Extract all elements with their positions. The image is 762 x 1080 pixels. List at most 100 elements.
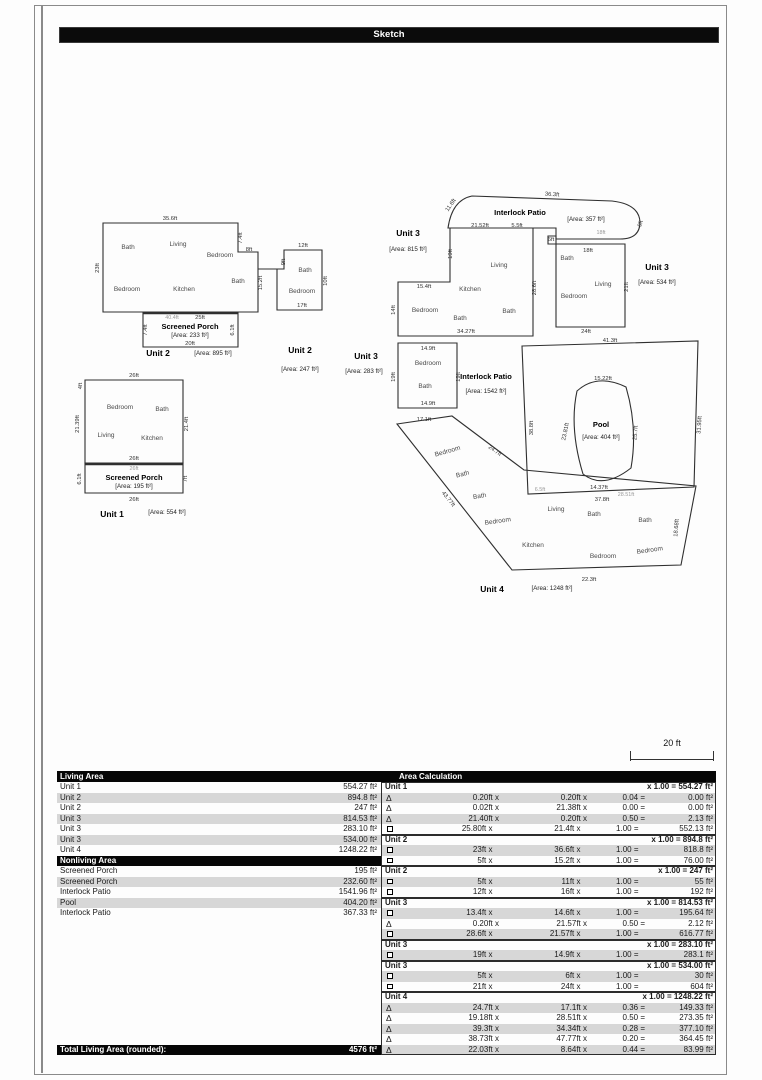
sketch-label: Kitchen — [141, 435, 163, 442]
sketch-label: 21.4ft — [184, 416, 190, 431]
sketch-label: 6.1ft — [230, 324, 236, 336]
sketch-label: Living — [595, 281, 612, 288]
sketch-caption: Unit 3 — [396, 228, 420, 238]
triangle-shape-icon: Δ — [386, 803, 392, 813]
total-living-area-row: Total Living Area (rounded): 4576 ft² — [57, 1044, 381, 1055]
calc-factor: 0.50 = — [622, 1013, 645, 1022]
sketch-label: 14ft — [391, 305, 397, 315]
sketch-label: 24ft — [581, 329, 591, 335]
sketch-label: 6.5ft — [535, 487, 546, 493]
calc-dim2: 15.2ft x — [554, 855, 581, 865]
calc-dim1: 23ft x — [472, 845, 493, 854]
calc-dim1: 19.18ft x — [468, 1013, 499, 1022]
sketch-label: Bedroom — [590, 553, 616, 560]
area-value: 367.33 ft² — [343, 908, 377, 917]
calc-dim1: 39.3ft x — [472, 1023, 499, 1033]
calc-group: Unit 2 x 1.00 = 894.8 ft² 23ft x 36.6ft x 1.… — [381, 834, 716, 867]
sketch-label: 43.77ft — [440, 491, 456, 509]
area-value: 247 ft² — [354, 803, 377, 812]
calc-dim2: 8.64ft x — [560, 1044, 587, 1054]
area-value: 283.10 ft² — [343, 824, 377, 833]
sketch-caption: Unit 1 — [100, 509, 124, 519]
calc-result: 55 ft² — [694, 876, 713, 886]
calc-dim1: 28.6ft x — [466, 929, 493, 938]
calc-factor: 0.28 = — [622, 1023, 645, 1033]
area-name: Screened Porch — [60, 866, 118, 875]
sketch-caption: Unit 4 — [480, 584, 504, 594]
triangle-shape-icon: Δ — [386, 1023, 392, 1034]
sketch-label: Bath — [473, 492, 488, 501]
sketch-label: Bedroom — [434, 445, 461, 459]
calc-factor: 0.50 = — [622, 813, 645, 823]
calc-factor: 1.00 = — [616, 908, 639, 917]
calc-group-header: Unit 3 x 1.00 = 534.00 ft² — [381, 961, 716, 972]
sketch-label: 9ft — [281, 258, 287, 265]
calc-result: 0.00 ft² — [688, 792, 713, 802]
sketch-label: [Area: 233 ft²] — [171, 332, 209, 339]
sketch-label: Bath — [453, 315, 467, 322]
calc-dim2: 14.6ft x — [554, 908, 581, 917]
calc-row: Δ 19.18ft x 28.51ft x 0.50 = 273.35 ft² — [381, 1013, 716, 1024]
page-frame — [34, 5, 727, 1075]
sketch-label: 7.4ft — [238, 232, 244, 244]
sketch-label: 19ft — [456, 372, 462, 382]
calc-dim1: 21ft x — [472, 981, 493, 991]
calc-dim1: 0.20ft x — [472, 918, 499, 928]
sketch-label: Bath — [121, 244, 135, 251]
sketch-label: 14.9ft — [421, 401, 436, 407]
sketch-label: 10ft — [323, 276, 329, 286]
calc-group-header: Unit 2 x 1.00 = 247 ft² — [381, 866, 716, 877]
calc-factor: 0.50 = — [622, 918, 645, 928]
sketch-label: 41.3ft — [603, 338, 618, 344]
sketch-label: 4ft — [78, 382, 84, 389]
nonliving-area-row: Screened Porch 195 ft² — [57, 866, 381, 877]
rectangle-shape-icon — [387, 973, 393, 979]
area-name: Unit 1 — [60, 782, 81, 791]
total-living-area-label: Total Living Area (rounded): — [60, 1044, 167, 1054]
page-frame-left-line — [41, 5, 43, 1073]
calc-group-header: Unit 4 x 1.00 = 1248.22 ft² — [381, 992, 716, 1003]
sketch-label: 31.95ft — [696, 415, 703, 433]
sketch-label: Bedroom — [207, 252, 233, 259]
sketch-label: 28.51ft — [618, 492, 635, 498]
sketch-label: 40.4ft — [165, 315, 179, 321]
sketch-title-bar: Sketch — [59, 27, 719, 43]
calc-factor: 1.00 = — [616, 855, 639, 865]
sketch-label: Bath — [155, 406, 169, 413]
nonliving-area-row: Pool 404.20 ft² — [57, 897, 381, 908]
calc-group-result: x 1.00 = 894.8 ft² — [651, 834, 713, 844]
nonliving-area-row: Interlock Patio 367.33 ft² — [57, 908, 381, 919]
calc-dim2: 0.20ft x — [560, 813, 587, 823]
area-value: 1541.96 ft² — [338, 887, 377, 896]
sketch-label: [Area: 404 ft²] — [582, 434, 620, 441]
unit4-outline — [395, 415, 697, 571]
sketch-label: Bedroom — [107, 404, 133, 411]
sketch-label: Bedroom — [114, 286, 140, 293]
living-area-row: Unit 2 894.8 ft² — [57, 792, 381, 803]
unit2-small-outline — [276, 249, 323, 311]
calc-result: 377.10 ft² — [679, 1023, 713, 1033]
area-name: Pool — [60, 897, 77, 907]
sketch-label: Kitchen — [459, 286, 481, 293]
unit1-outline — [84, 379, 184, 464]
living-area-header: Living Area — [57, 771, 381, 782]
calc-row: 28.6ft x 21.57ft x 1.00 = 616.77 ft² — [381, 929, 716, 940]
nonliving-area-header: Nonliving Area — [57, 855, 381, 866]
interlock-patio-1542-outline — [521, 340, 699, 495]
calc-dim1: 19ft x — [472, 950, 493, 959]
nonliving-area-row: Interlock Patio 1541.96 ft² — [57, 887, 381, 898]
calc-factor: 0.00 = — [622, 803, 645, 812]
calc-row: Δ 24.7ft x 17.1ft x 0.36 = 149.33 ft² — [381, 1002, 716, 1013]
calc-row: Δ 0.20ft x 0.20ft x 0.04 = 0.00 ft² — [381, 792, 716, 803]
unit2-main-outline — [102, 222, 259, 313]
sketch-label: 7ft — [183, 475, 189, 482]
calc-result: 149.33 ft² — [679, 1002, 713, 1012]
living-area-table: Living Area Unit 1 554.27 ft² Unit 2 894.8 … — [57, 771, 381, 1055]
area-name: Unit 2 — [60, 792, 81, 802]
calc-group-header: Unit 3 x 1.00 = 283.10 ft² — [381, 940, 716, 951]
sketch-label: [Area: 247 ft²] — [281, 366, 319, 373]
calc-result: 195.64 ft² — [679, 908, 713, 917]
living-area-row: Unit 4 1248.22 ft² — [57, 845, 381, 856]
sketch-caption: Unit 2 — [146, 348, 170, 358]
